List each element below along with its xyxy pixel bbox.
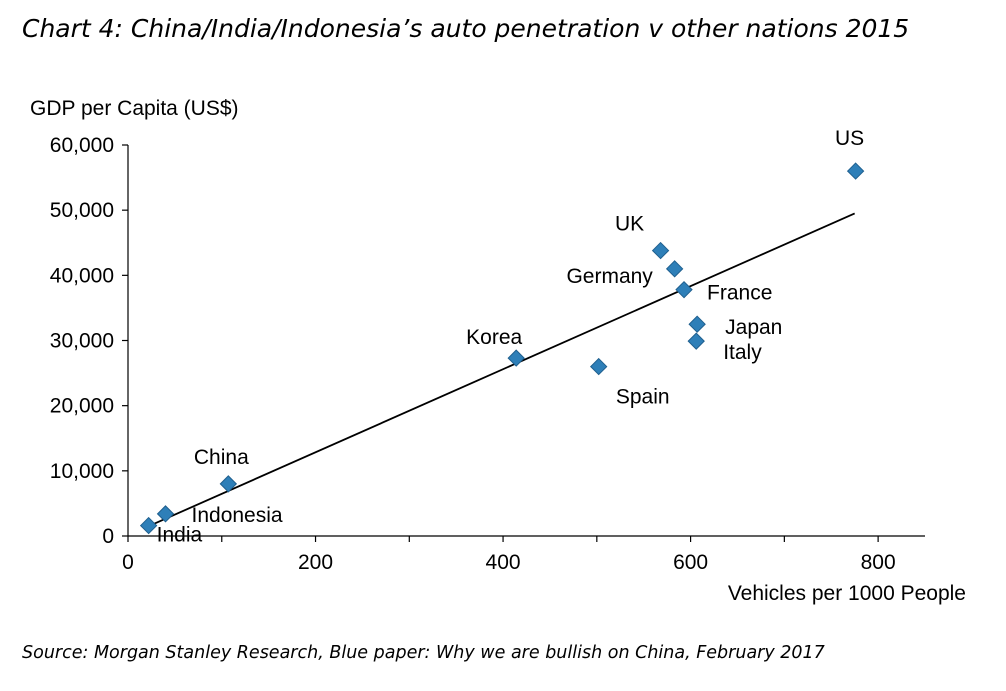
data-point-france [675, 280, 693, 299]
point-label-spain: Spain [616, 386, 670, 409]
data-point-india [139, 516, 158, 535]
data-point-china [219, 475, 238, 493]
data-point-spain [589, 357, 608, 376]
point-label-italy: Italy [723, 341, 762, 364]
point-label-uk: UK [615, 213, 644, 236]
data-point-korea [507, 349, 525, 367]
y-tick-label: 20,000 [50, 395, 114, 418]
point-label-us: US [835, 127, 864, 150]
y-tick-label: 10,000 [50, 460, 114, 483]
y-tick-label: 50,000 [50, 199, 114, 222]
y-tick-label: 60,000 [50, 134, 114, 157]
x-axis-label: Vehicles per 1000 People [728, 582, 966, 605]
points-group [139, 162, 865, 535]
trendline [148, 212, 856, 528]
point-label-korea: Korea [466, 326, 522, 349]
x-tick-label: 800 [861, 551, 896, 574]
y-tick-label: 40,000 [50, 264, 114, 287]
data-point-uk [651, 241, 670, 260]
y-tick-label: 0 [102, 525, 114, 548]
data-point-italy [687, 332, 705, 350]
y-axis-label: GDP per Capita (US$) [30, 97, 239, 120]
data-point-japan [688, 315, 706, 333]
point-label-france: France [707, 282, 772, 305]
x-tick-label: 400 [486, 551, 521, 574]
axes: 0 10,000 20,000 30,000 40,000 50,000 60,000 0 20… [50, 134, 925, 574]
point-label-indonesia: Indonesia [192, 504, 283, 527]
x-tick-label: 200 [298, 551, 333, 574]
data-point-indonesia [156, 505, 175, 523]
source-note: Source: Morgan Stanley Research, Blue pa… [22, 643, 825, 663]
point-label-germany: Germany [566, 265, 653, 288]
y-tick-label: 30,000 [50, 330, 114, 353]
trendline-group [148, 212, 856, 528]
data-point-us [846, 162, 865, 180]
point-label-china: China [194, 446, 249, 469]
point-label-india: India [157, 524, 203, 547]
x-tick-label: 0 [122, 551, 134, 574]
point-label-japan: Japan [725, 316, 782, 339]
x-tick-label: 600 [673, 551, 708, 574]
chart-title: Chart 4: China/India/Indonesia’s auto pe… [22, 14, 910, 43]
data-point-germany [665, 260, 684, 278]
